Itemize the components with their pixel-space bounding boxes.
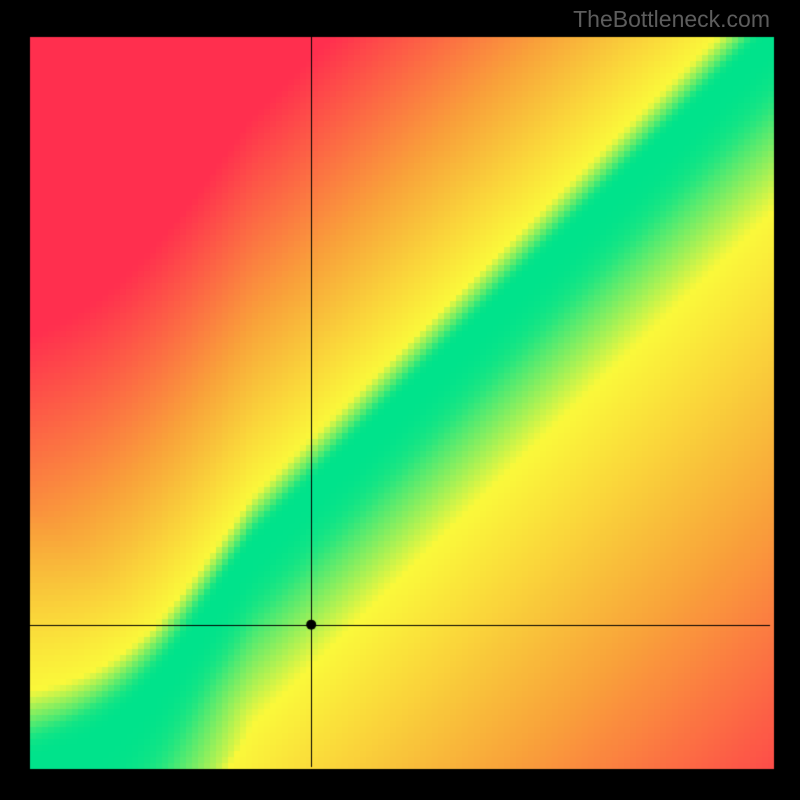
chart-container: TheBottleneck.com — [0, 0, 800, 800]
bottleneck-heatmap-canvas — [0, 0, 800, 800]
watermark-text: TheBottleneck.com — [573, 6, 770, 33]
